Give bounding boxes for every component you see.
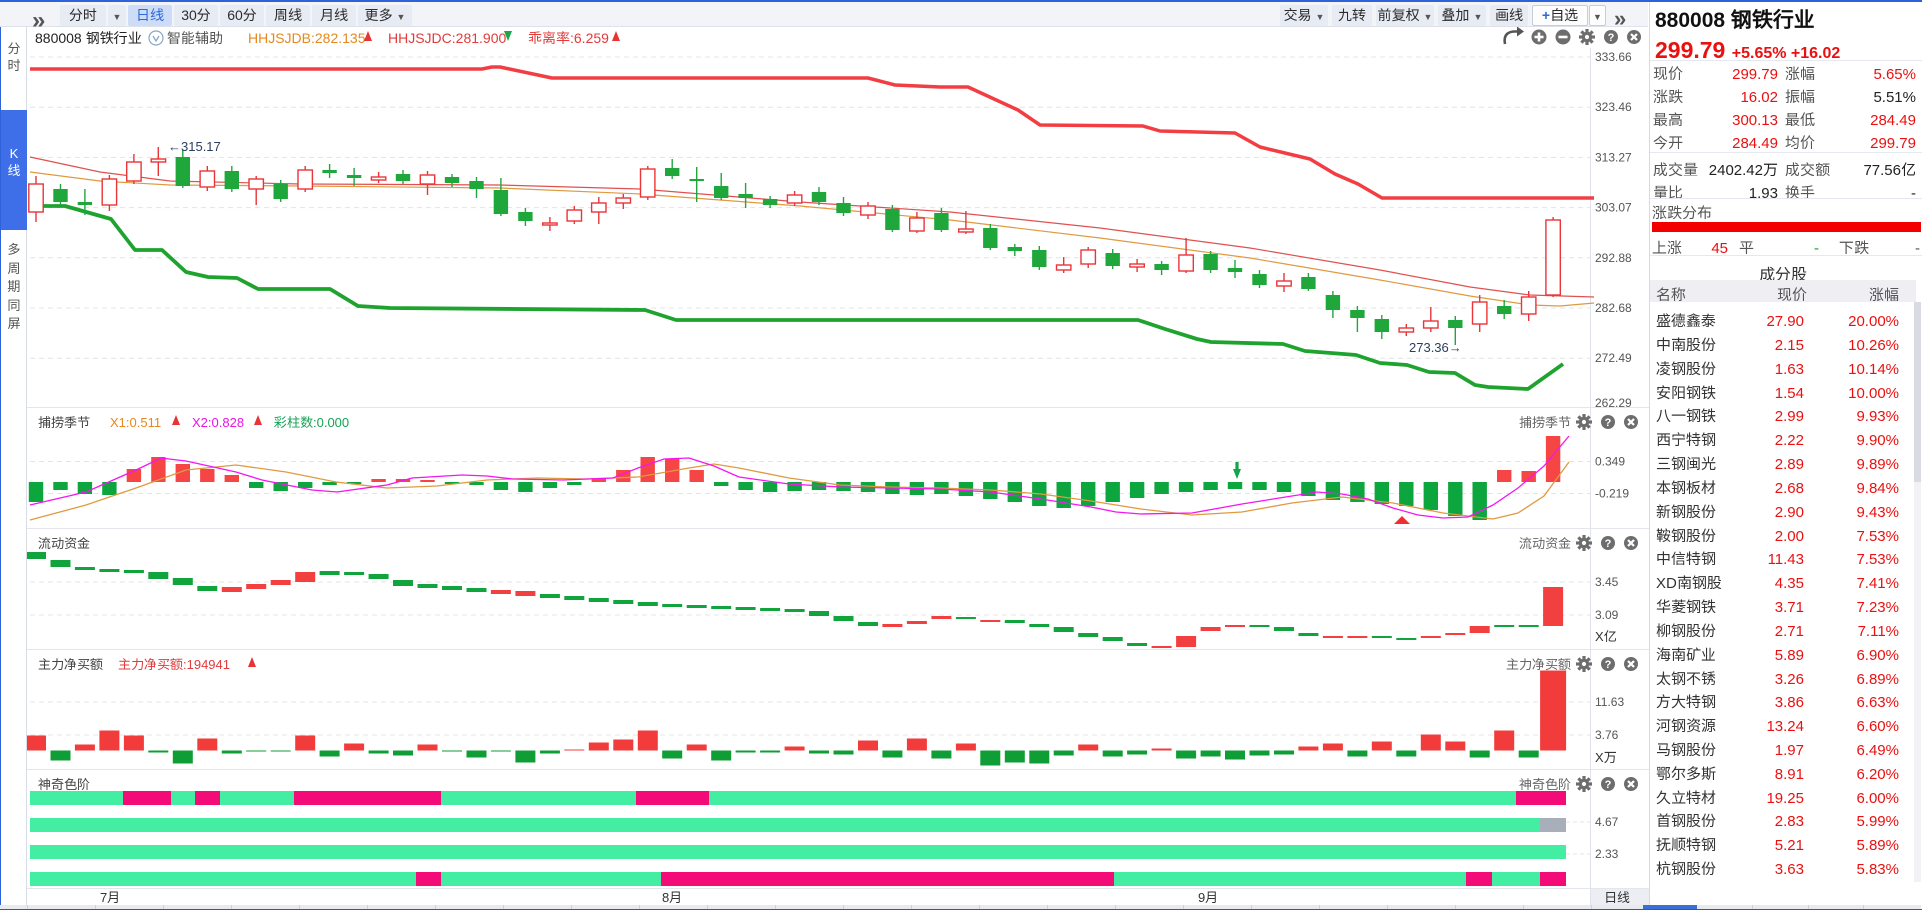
svg-text:流动资金: 流动资金 xyxy=(38,533,90,552)
svg-text:捕捞季节: 捕捞季节 xyxy=(1519,412,1571,431)
svg-text:主力净买额: 主力净买额 xyxy=(1506,654,1571,673)
svg-text:3.45: 3.45 xyxy=(1595,573,1619,590)
svg-text:主力净买额:194941: 主力净买额:194941 xyxy=(118,654,230,673)
svg-text:X1:0.511: X1:0.511 xyxy=(110,412,161,431)
svg-text:292.88: 292.88 xyxy=(1595,249,1632,266)
svg-text:捕捞季节: 捕捞季节 xyxy=(38,412,90,431)
svg-text:神奇色阶: 神奇色阶 xyxy=(38,774,90,793)
svg-text:9月: 9月 xyxy=(1198,887,1218,906)
svg-text:智能辅助: 智能辅助 xyxy=(167,28,223,48)
svg-text:4.67: 4.67 xyxy=(1595,813,1619,830)
svg-text:HHJSJDB:282.135: HHJSJDB:282.135 xyxy=(248,28,366,48)
svg-text:HHJSJDC:281.900: HHJSJDC:281.900 xyxy=(388,28,506,48)
svg-text:主力净买额: 主力净买额 xyxy=(38,654,103,673)
svg-text:2.33: 2.33 xyxy=(1595,845,1619,862)
svg-text:乖离率:6.259: 乖离率:6.259 xyxy=(528,28,609,48)
svg-text:流动资金: 流动资金 xyxy=(1519,533,1571,552)
svg-text:3.09: 3.09 xyxy=(1595,606,1619,623)
svg-text:313.27: 313.27 xyxy=(1595,148,1632,165)
svg-text:?: ? xyxy=(1605,414,1612,430)
svg-text:神奇色阶: 神奇色阶 xyxy=(1519,774,1571,793)
svg-text:X2:0.828: X2:0.828 xyxy=(192,412,244,431)
svg-text:3.76: 3.76 xyxy=(1595,726,1619,743)
svg-text:282.68: 282.68 xyxy=(1595,299,1632,316)
svg-text:X亿: X亿 xyxy=(1595,626,1617,645)
svg-text:11.63: 11.63 xyxy=(1595,693,1624,710)
svg-text:←315.17: ←315.17 xyxy=(168,136,221,155)
svg-text:7月: 7月 xyxy=(100,887,120,906)
svg-text:日线: 日线 xyxy=(1604,887,1630,906)
svg-text:323.46: 323.46 xyxy=(1595,98,1632,115)
svg-text:-0.219: -0.219 xyxy=(1595,485,1629,502)
svg-text:X万: X万 xyxy=(1595,747,1617,766)
svg-text:272.49: 272.49 xyxy=(1595,349,1632,366)
svg-text:?: ? xyxy=(1605,656,1612,672)
svg-text:880008 钢铁行业: 880008 钢铁行业 xyxy=(35,28,142,48)
svg-text:8月: 8月 xyxy=(662,887,682,906)
svg-text:0.349: 0.349 xyxy=(1595,453,1625,470)
svg-text:?: ? xyxy=(1605,776,1612,792)
svg-text:273.36→: 273.36→ xyxy=(1409,337,1462,356)
svg-text:262.29: 262.29 xyxy=(1595,394,1632,411)
svg-text:303.07: 303.07 xyxy=(1595,199,1632,216)
svg-text:?: ? xyxy=(1605,535,1612,551)
svg-text:?: ? xyxy=(1608,29,1615,45)
svg-text:彩柱数:0.000: 彩柱数:0.000 xyxy=(274,412,349,431)
svg-text:333.66: 333.66 xyxy=(1595,48,1632,65)
